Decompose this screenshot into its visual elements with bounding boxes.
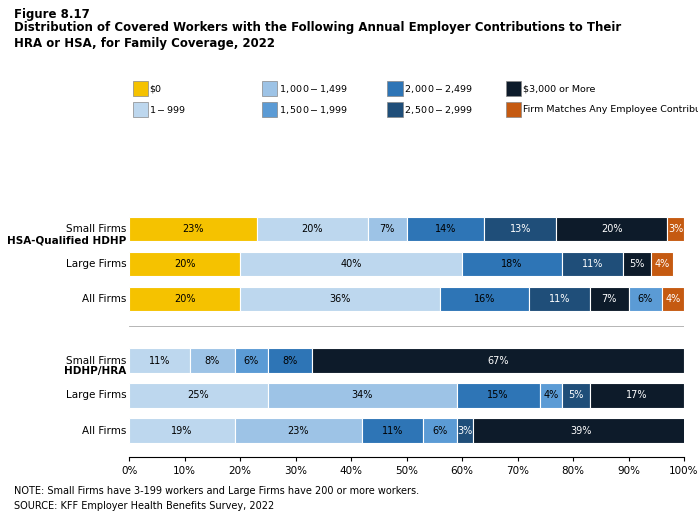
- Text: 5%: 5%: [629, 259, 644, 269]
- Bar: [540, 383, 562, 407]
- Bar: [129, 252, 240, 276]
- Text: 11%: 11%: [382, 425, 403, 436]
- Bar: [129, 287, 240, 311]
- Bar: [368, 217, 406, 242]
- Bar: [240, 252, 462, 276]
- Text: HDHP/HRA: HDHP/HRA: [64, 366, 126, 376]
- Text: 15%: 15%: [487, 391, 509, 401]
- Text: 20%: 20%: [174, 259, 195, 269]
- Bar: [440, 287, 528, 311]
- Text: 18%: 18%: [501, 259, 523, 269]
- Text: 11%: 11%: [582, 259, 603, 269]
- Text: Small Firms: Small Firms: [66, 355, 126, 365]
- Text: Small Firms: Small Firms: [66, 224, 126, 234]
- Text: 14%: 14%: [435, 224, 456, 234]
- Bar: [623, 252, 651, 276]
- Bar: [562, 252, 623, 276]
- Text: 11%: 11%: [549, 294, 570, 304]
- Text: All Firms: All Firms: [82, 425, 126, 436]
- Text: 6%: 6%: [432, 425, 447, 436]
- Bar: [590, 287, 629, 311]
- Bar: [462, 252, 562, 276]
- Text: 20%: 20%: [174, 294, 195, 304]
- Bar: [268, 383, 456, 407]
- Text: 4%: 4%: [665, 294, 681, 304]
- Text: 7%: 7%: [602, 294, 617, 304]
- Bar: [423, 418, 456, 443]
- Bar: [556, 217, 667, 242]
- Bar: [628, 287, 662, 311]
- Text: Figure 8.17: Figure 8.17: [14, 8, 90, 21]
- Text: Firm Matches Any Employee Contribution: Firm Matches Any Employee Contribution: [523, 105, 698, 114]
- Text: 19%: 19%: [171, 425, 193, 436]
- Text: 39%: 39%: [571, 425, 592, 436]
- Text: 11%: 11%: [149, 355, 170, 365]
- Bar: [268, 349, 312, 373]
- Bar: [562, 383, 590, 407]
- Text: $1,000 - $1,499: $1,000 - $1,499: [279, 83, 348, 94]
- Bar: [257, 217, 368, 242]
- Bar: [651, 252, 673, 276]
- Bar: [235, 349, 268, 373]
- Bar: [129, 418, 235, 443]
- Text: $2,500 - $2,999: $2,500 - $2,999: [404, 104, 473, 116]
- Text: 34%: 34%: [352, 391, 373, 401]
- Text: 67%: 67%: [487, 355, 509, 365]
- Text: $2,000 - $2,499: $2,000 - $2,499: [404, 83, 473, 94]
- Bar: [590, 383, 684, 407]
- Text: 8%: 8%: [205, 355, 220, 365]
- Bar: [240, 287, 440, 311]
- Bar: [129, 349, 190, 373]
- Bar: [129, 217, 257, 242]
- Bar: [190, 349, 235, 373]
- Text: 23%: 23%: [182, 224, 204, 234]
- Text: NOTE: Small Firms have 3-199 workers and Large Firms have 200 or more workers.: NOTE: Small Firms have 3-199 workers and…: [14, 486, 419, 496]
- Bar: [528, 287, 590, 311]
- Text: Large Firms: Large Firms: [66, 391, 126, 401]
- Bar: [362, 418, 423, 443]
- Text: 13%: 13%: [510, 224, 531, 234]
- Text: 25%: 25%: [188, 391, 209, 401]
- Text: 20%: 20%: [601, 224, 623, 234]
- Text: 23%: 23%: [288, 425, 309, 436]
- Text: Distribution of Covered Workers with the Following Annual Employer Contributions: Distribution of Covered Workers with the…: [14, 21, 621, 50]
- Text: 20%: 20%: [302, 224, 323, 234]
- Text: 3%: 3%: [457, 425, 473, 436]
- Text: 6%: 6%: [637, 294, 653, 304]
- Bar: [662, 287, 684, 311]
- Text: 8%: 8%: [283, 355, 297, 365]
- Text: 4%: 4%: [654, 259, 669, 269]
- Text: HSA-Qualified HDHP: HSA-Qualified HDHP: [7, 235, 126, 245]
- Text: 36%: 36%: [329, 294, 350, 304]
- Bar: [456, 383, 540, 407]
- Text: $3,000 or More: $3,000 or More: [523, 84, 595, 93]
- Text: 5%: 5%: [568, 391, 584, 401]
- Text: 40%: 40%: [341, 259, 362, 269]
- Bar: [129, 383, 268, 407]
- Text: $1,500 - $1,999: $1,500 - $1,999: [279, 104, 348, 116]
- Text: 6%: 6%: [244, 355, 259, 365]
- Text: 3%: 3%: [668, 224, 683, 234]
- Bar: [312, 349, 684, 373]
- Text: 7%: 7%: [380, 224, 395, 234]
- Bar: [456, 418, 473, 443]
- Text: 16%: 16%: [473, 294, 495, 304]
- Bar: [235, 418, 362, 443]
- Text: 4%: 4%: [543, 391, 558, 401]
- Text: Large Firms: Large Firms: [66, 259, 126, 269]
- Text: $1 - $999: $1 - $999: [149, 104, 186, 115]
- Text: All Firms: All Firms: [82, 294, 126, 304]
- Text: 17%: 17%: [626, 391, 648, 401]
- Bar: [406, 217, 484, 242]
- Text: $0: $0: [149, 84, 161, 93]
- Text: SOURCE: KFF Employer Health Benefits Survey, 2022: SOURCE: KFF Employer Health Benefits Sur…: [14, 501, 274, 511]
- Bar: [667, 217, 684, 242]
- Bar: [484, 217, 556, 242]
- Bar: [473, 418, 690, 443]
